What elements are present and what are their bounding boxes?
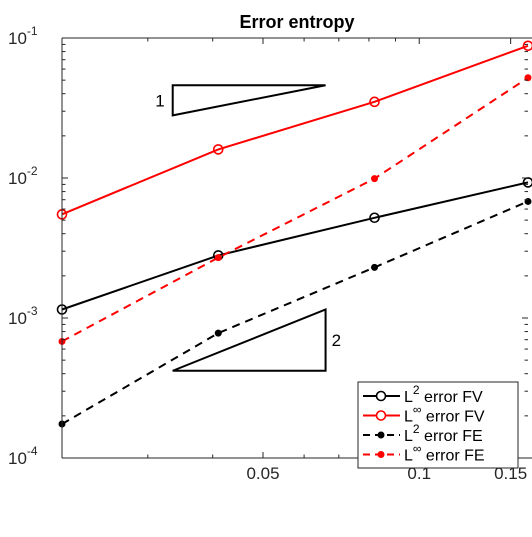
y-tick-label: 10-2 xyxy=(8,164,38,188)
slope-label: 2 xyxy=(332,331,341,350)
legend-marker xyxy=(378,451,385,458)
legend-marker xyxy=(378,432,385,439)
data-point xyxy=(215,330,222,337)
y-tick-label: 10-3 xyxy=(8,304,38,328)
y-tick-label: 10-4 xyxy=(8,444,38,468)
y-tick-label: 10-1 xyxy=(8,24,38,48)
data-point xyxy=(525,198,532,205)
data-point xyxy=(371,264,378,271)
legend-marker xyxy=(377,411,386,420)
data-point xyxy=(371,175,378,182)
data-point xyxy=(215,254,222,261)
x-tick-label: 0.05 xyxy=(246,464,279,483)
legend-marker xyxy=(377,392,386,401)
chart-title: Error entropy xyxy=(239,12,354,32)
slope-label: 1 xyxy=(155,91,164,110)
